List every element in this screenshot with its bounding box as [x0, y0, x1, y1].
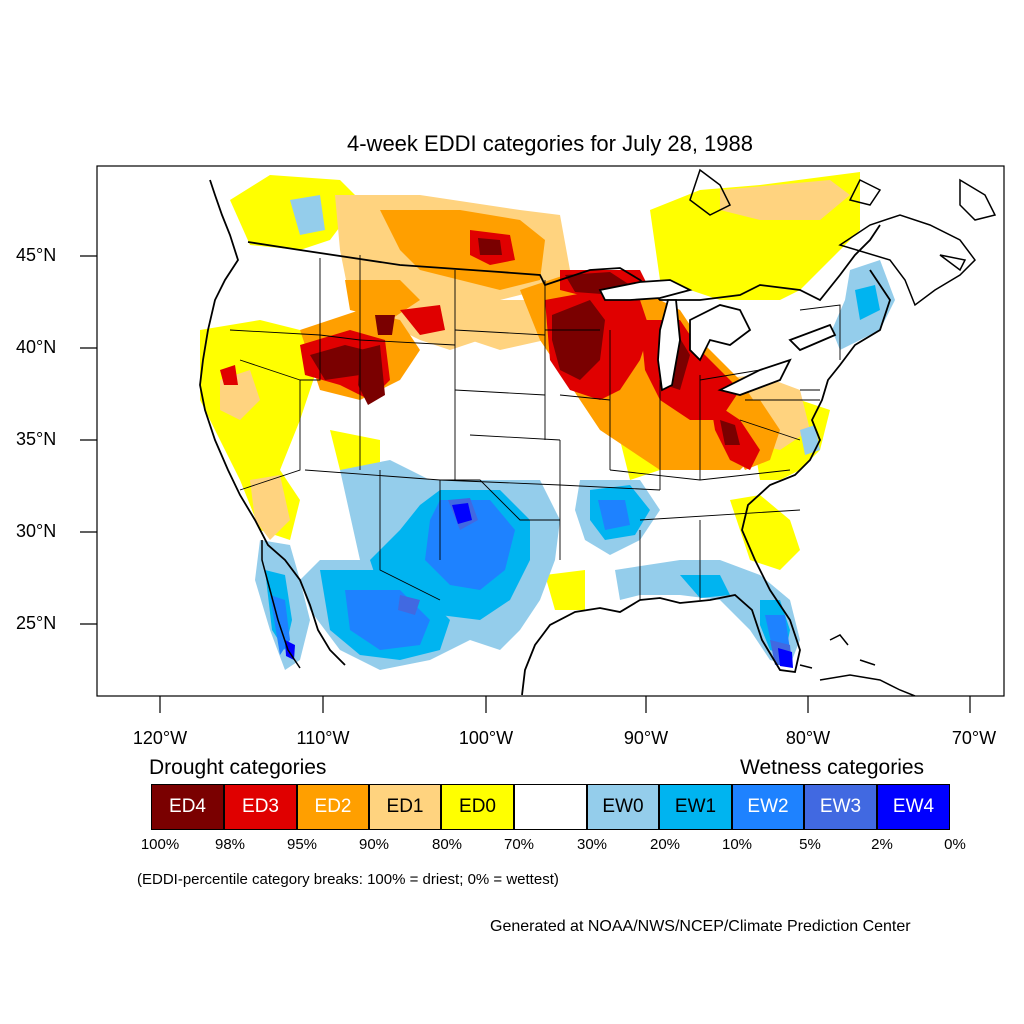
- lat-label-35: 35°N: [16, 429, 57, 449]
- drought-heading: Drought categories: [149, 756, 327, 779]
- canada-coast: [689, 168, 997, 307]
- map-frame: [96, 165, 1005, 697]
- break-label: 95%: [286, 836, 318, 853]
- lon-label-70: 70°W: [951, 728, 997, 748]
- break-label: 0%: [944, 836, 966, 853]
- break-label: 20%: [649, 836, 681, 853]
- lat-label-25: 25°N: [16, 613, 57, 633]
- lon-label-80: 80°W: [785, 728, 831, 748]
- legend-box-ew2: EW2: [732, 784, 804, 830]
- category-note: (EDDI-percentile category breaks: 100% =…: [137, 871, 559, 888]
- legend-box-ew3: EW3: [804, 784, 877, 830]
- lat-label-30: 30°N: [16, 521, 57, 541]
- lon-label-120: 120°W: [132, 728, 188, 748]
- legend-box-ed0: ED0: [441, 784, 514, 830]
- break-label: 30%: [576, 836, 608, 853]
- lon-label-90: 90°W: [623, 728, 669, 748]
- break-label: 98%: [214, 836, 246, 853]
- legend-box-ed4: ED4: [151, 784, 224, 830]
- break-label: 2%: [871, 836, 893, 853]
- break-label: 10%: [721, 836, 753, 853]
- map-title: 4-week EDDI categories for July 28, 1988: [347, 131, 753, 156]
- great-lakes: [598, 279, 837, 396]
- credit-line: Generated at NOAA/NWS/NCEP/Climate Predi…: [490, 918, 911, 935]
- lon-ticks: [159, 696, 971, 713]
- break-label: 70%: [503, 836, 535, 853]
- legend-box-neutral: [514, 784, 587, 830]
- legend-box-ed2: ED2: [297, 784, 369, 830]
- ew4-areas: [285, 503, 793, 668]
- lon-label-100: 100°W: [458, 728, 514, 748]
- legend-box-ew4: EW4: [877, 784, 950, 830]
- cuba-bahamas: [799, 634, 916, 696]
- break-label: 90%: [358, 836, 390, 853]
- lat-label-45: 45°N: [16, 245, 57, 265]
- baja-coast: [261, 540, 301, 669]
- legend-box-ed3: ED3: [224, 784, 297, 830]
- legend-box-ew0: EW0: [587, 784, 659, 830]
- lat-ticks: [80, 255, 97, 625]
- legend-box-ed1: ED1: [369, 784, 441, 830]
- legend-box-ew1: EW1: [659, 784, 732, 830]
- wetness-heading: Wetness categories: [740, 756, 925, 779]
- break-label: 80%: [431, 836, 463, 853]
- lat-label-40: 40°N: [16, 337, 57, 357]
- break-label: 5%: [799, 836, 821, 853]
- break-label: 100%: [140, 836, 180, 853]
- lon-label-110: 110°W: [296, 728, 350, 748]
- state-boundaries: [229, 255, 841, 601]
- west-coast: [199, 179, 346, 666]
